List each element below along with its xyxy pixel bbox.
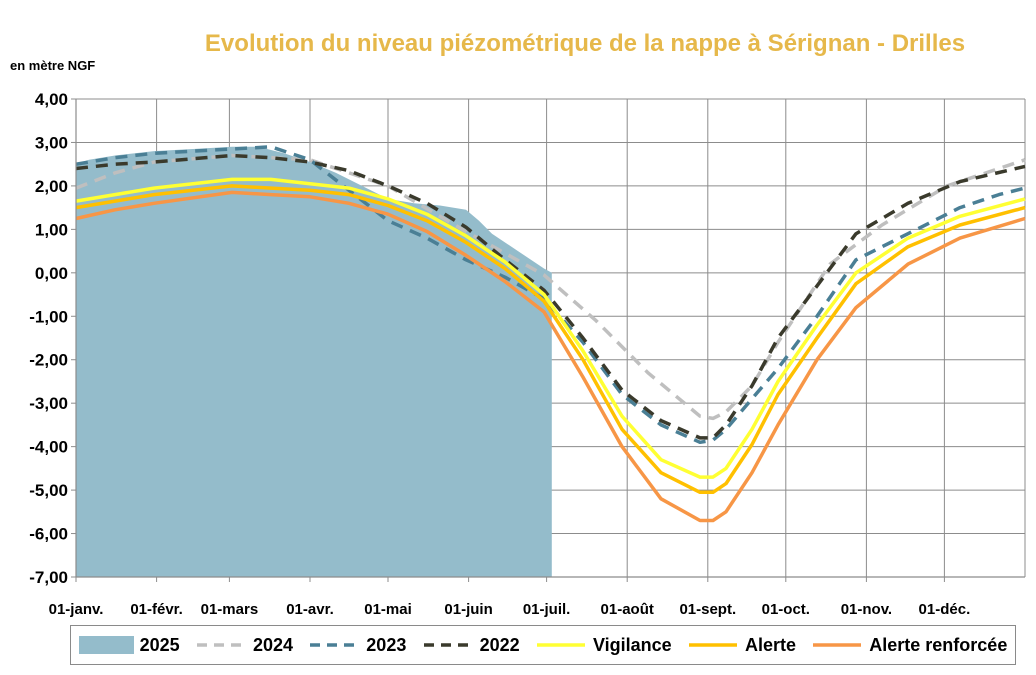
legend-item-2025: 2025 [78,634,180,656]
series-line-2023 [75,145,1026,445]
y-tick-labels: 4,00 3,00 2,00 1,00 0,00 -1,00 -2,00 -3,00 -4,00… [29,90,68,587]
legend-label: 2023 [366,634,407,655]
axes [71,98,1025,582]
legend-item-2024: 2024 [195,635,293,656]
legend-label: Alerte renforcée [869,634,1008,655]
legend-item-vigilance: Vigilance [535,635,672,656]
x-tick-label: 01-avr. [286,601,334,618]
legend-label: Vigilance [592,634,672,655]
x-tick-label: 01-juil. [523,601,571,618]
legend-item-2022: 2022 [422,635,520,656]
y-tick-label: 4,00 [35,90,68,109]
area-series [76,146,552,578]
x-tick-label: 01-févr. [130,601,183,618]
legend-swatch [196,643,245,647]
chart-title: Evolution du niveau piézométrique de la … [204,30,966,57]
x-tick-label: 01-mars [201,601,259,618]
chart-plot: 4,00 3,00 2,00 1,00 0,00 -1,00 -2,00 -3,00 -4,00… [29,90,1026,618]
series-area-2025 [76,146,552,578]
legend-swatch [423,643,472,647]
y-tick-label: -3,00 [29,394,68,413]
legend-swatch [536,643,585,647]
y-tick-label: -5,00 [29,481,68,500]
x-tick-label: 01-déc. [919,601,971,618]
legend: 2025 2024 2023 2022 Vigilance Alerte Alerte re… [70,625,1016,665]
legend-label: 2024 [252,634,294,655]
y-tick-label: -4,00 [29,438,68,457]
y-tick-label: -7,00 [29,568,68,587]
y-tick-label: -2,00 [29,351,68,370]
line-series [75,145,1026,523]
legend-item-2023: 2023 [308,635,406,656]
series-line-alerte [75,184,1026,495]
series-line-2022 [75,153,1026,440]
legend-swatch [310,643,359,647]
x-tick-label: 01-sept. [679,601,736,618]
legend-item-alerte: Alerte [687,635,796,656]
y-tick-label: 2,00 [35,177,68,196]
legend-area-swatch [78,636,134,654]
legend-swatch [813,643,862,647]
series-line-alerte-renforcee [75,190,1026,523]
y-tick-label: 0,00 [35,264,68,283]
series-line-2024 [75,153,1026,421]
legend-swatch [688,643,737,647]
y-tick-label: -1,00 [29,307,68,326]
x-tick-label: 01-mai [364,601,412,618]
x-tick-labels: 01-janv. 01-févr. 01-mars 01-avr. 01-mai 01-j… [49,601,971,618]
legend-item-alerte-renforcee: Alerte renforcée [811,635,1007,656]
x-tick-label: 01-nov. [841,601,892,618]
y-tick-label: 3,00 [35,133,68,152]
x-tick-label: 01-janv. [49,601,104,618]
legend-label: Alerte [744,634,796,655]
x-tick-label: 01-oct. [762,601,810,618]
y-tick-label: 1,00 [35,220,68,239]
series-line-vigilance [75,177,1026,479]
legend-label: 2025 [139,634,180,655]
x-tick-label: 01-août [601,601,654,618]
legend-label: 2022 [479,634,520,655]
y-axis-unit-label: en mètre NGF [10,58,96,73]
legend-swatch [78,636,134,654]
x-tick-label: 01-juin [444,601,492,618]
y-tick-label: -6,00 [29,525,68,544]
